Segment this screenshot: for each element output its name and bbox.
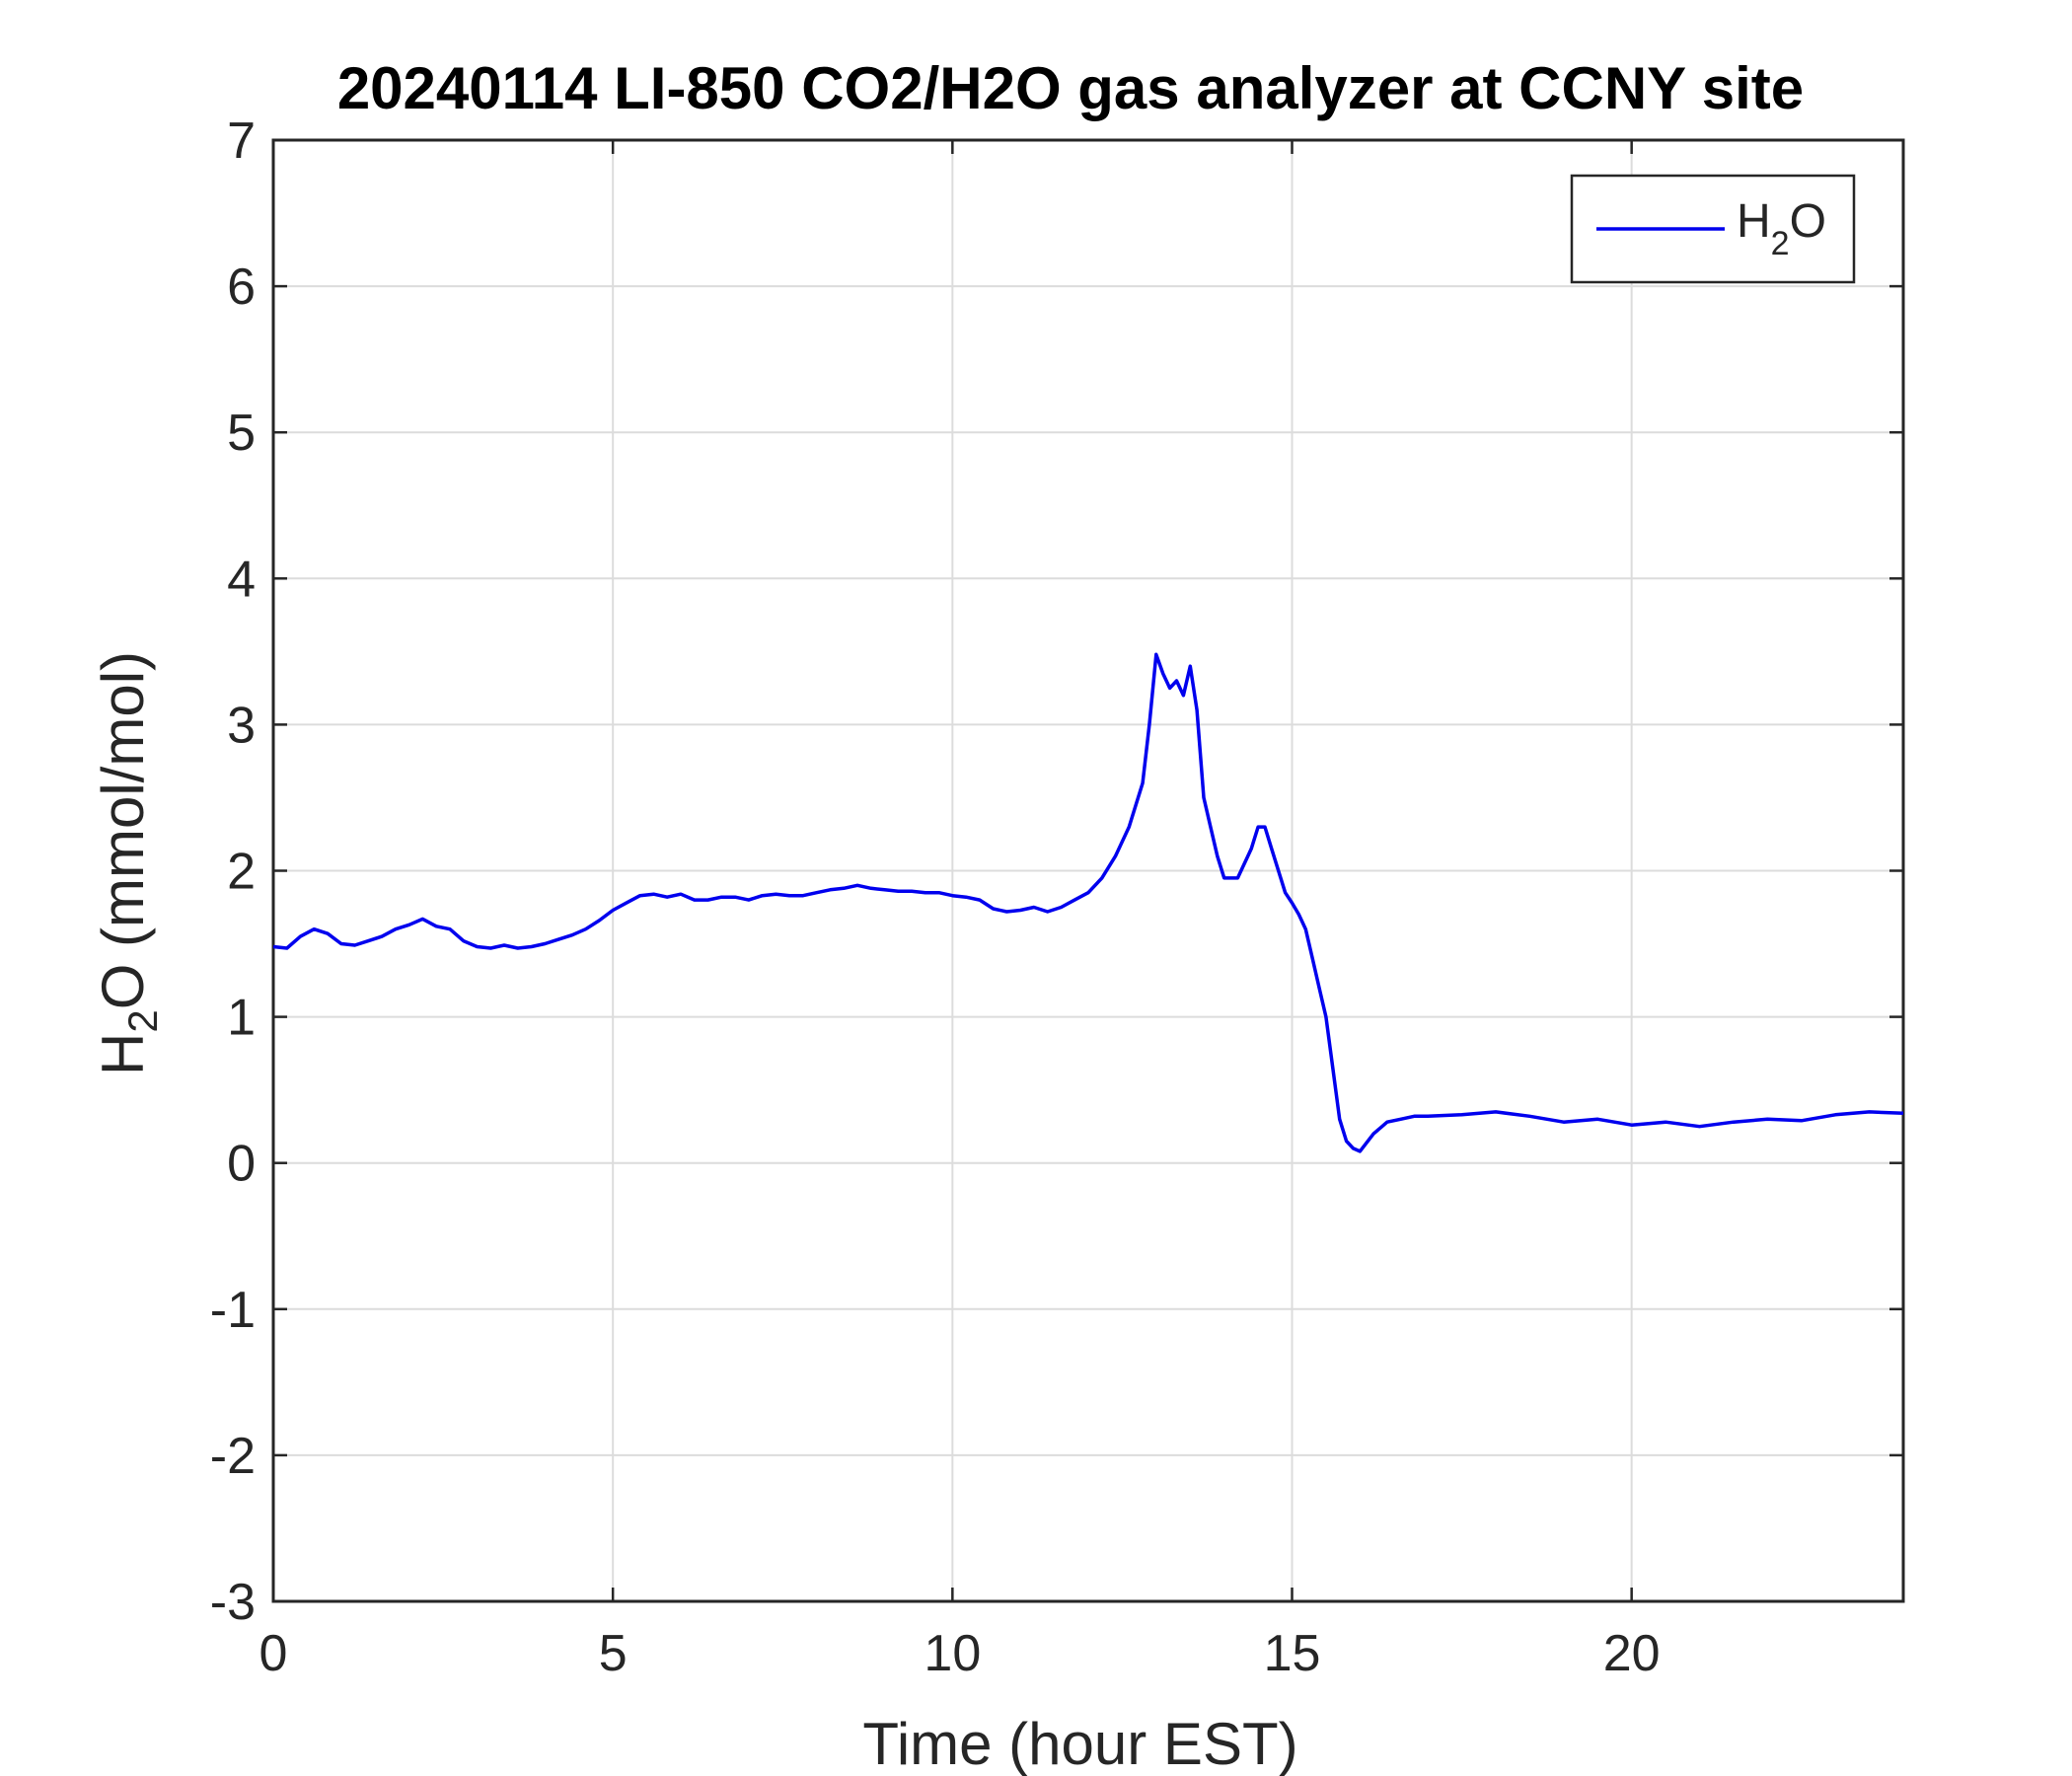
- x-tick-label: 5: [599, 1625, 628, 1682]
- legend: H2O: [1570, 174, 1856, 284]
- grid-lines: [272, 139, 1903, 1602]
- x-tick-label: 10: [924, 1625, 981, 1682]
- legend-label: H2O: [1737, 195, 1826, 262]
- x-tick-label: 20: [1603, 1625, 1661, 1682]
- legend-label-subscript: 2: [1771, 225, 1790, 262]
- y-axis-label-subscript: 2: [119, 1009, 166, 1032]
- y-tick-label: 0: [227, 1136, 256, 1193]
- x-tick-label: 15: [1264, 1625, 1321, 1682]
- y-tick-label: -3: [210, 1574, 256, 1631]
- y-axis-label-rest: O (mmol/mol): [90, 651, 156, 1009]
- x-tick-labels: 0 5 10 15 20: [259, 1625, 1661, 1682]
- y-tick-label: 6: [227, 259, 256, 316]
- legend-label-h: H: [1737, 195, 1771, 248]
- x-tick-label: 0: [259, 1625, 288, 1682]
- chart-title: 20240114 LI-850 CO2/H2O gas analyzer at …: [337, 55, 1804, 121]
- legend-label-rest: O: [1790, 195, 1826, 248]
- y-tick-label: 5: [227, 405, 256, 462]
- y-tick-label: 4: [227, 551, 256, 608]
- tick-marks: [271, 138, 1903, 1603]
- y-axis-label-h: H: [90, 1033, 156, 1075]
- x-axis-label: Time (hour EST): [862, 1711, 1297, 1776]
- h2o-series-line: [272, 652, 1904, 1153]
- y-tick-label: 1: [227, 990, 256, 1047]
- y-tick-label: -1: [210, 1282, 256, 1339]
- y-tick-label: 3: [227, 697, 256, 754]
- y-tick-labels: -3 -2 -1 0 1 2 3 4 5 6 7: [210, 112, 256, 1631]
- y-tick-label: -2: [210, 1428, 256, 1485]
- y-axis-label: H2O (mmol/mol): [90, 651, 166, 1075]
- y-tick-label: 2: [227, 844, 256, 901]
- y-tick-label: 7: [227, 112, 256, 170]
